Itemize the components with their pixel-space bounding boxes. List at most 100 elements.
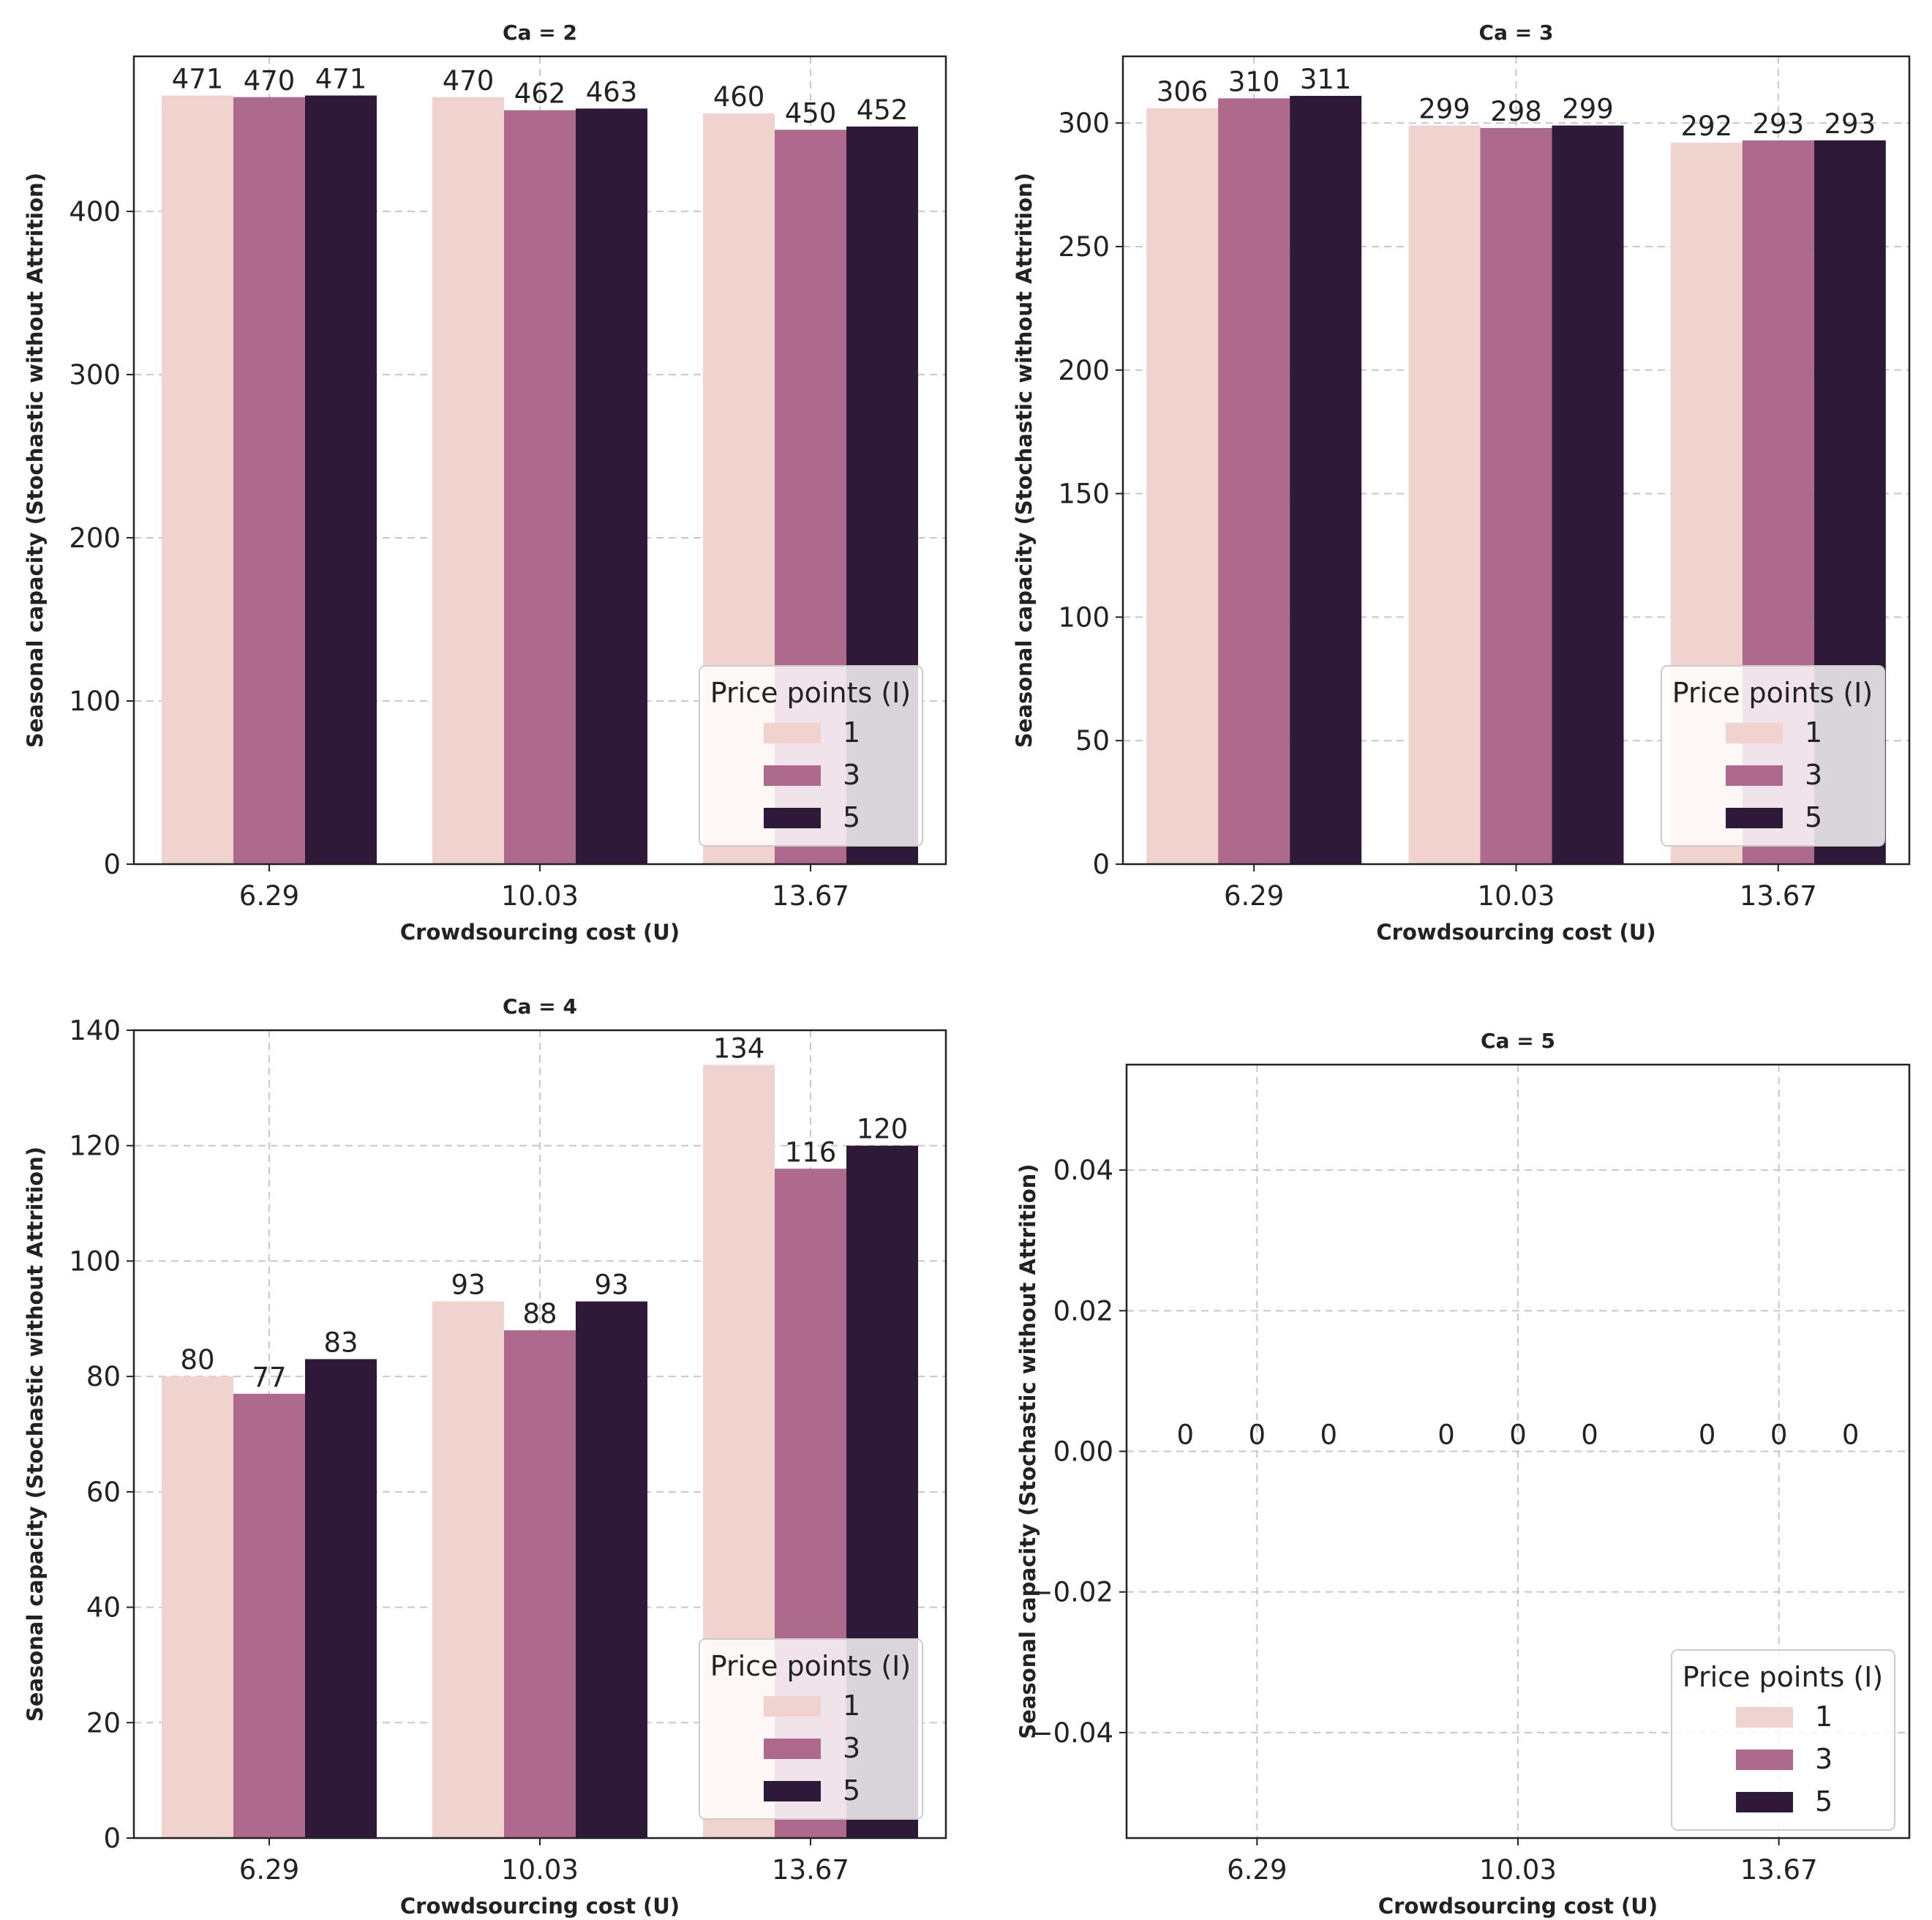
bar-1-10.03 (432, 1301, 504, 1838)
x-tick-label: 10.03 (501, 1854, 579, 1886)
x-axis-label: Crowdsourcing cost (U) (400, 920, 680, 945)
y-axis-label: Seasonal capacity (Stochastic without At… (1012, 173, 1037, 748)
y-tick-label: 20 (86, 1707, 121, 1739)
chart-title: Ca = 2 (503, 20, 577, 45)
y-tick-label: −0.04 (1031, 1717, 1113, 1749)
y-tick-label: 200 (1058, 355, 1110, 386)
y-tick-label: 0 (1092, 849, 1110, 880)
y-tick-label: 50 (1075, 725, 1110, 757)
bar-5-10.03 (576, 108, 647, 865)
y-tick-label: 250 (1058, 231, 1110, 263)
x-tick-label: 10.03 (501, 880, 579, 912)
chart-title: Ca = 3 (1479, 20, 1554, 45)
y-tick-label: 300 (1058, 108, 1110, 139)
legend-swatch-3 (764, 765, 821, 786)
legend-label-5: 5 (843, 801, 860, 833)
y-tick-label: 100 (1058, 601, 1110, 633)
y-tick-label: 40 (86, 1592, 121, 1624)
data-label: 80 (180, 1344, 214, 1376)
bar-1-6.29 (162, 95, 233, 865)
bar-5-6.29 (305, 95, 377, 865)
data-label: 120 (857, 1114, 909, 1145)
y-tick-label: 200 (69, 522, 121, 554)
chart-panel-1: 471 470 460 470 462 450 471 463 452 0 100 200 300 400… (23, 20, 947, 945)
data-label: 471 (315, 64, 367, 95)
y-tick-label: 0 (103, 849, 121, 880)
data-label: 0 (1842, 1420, 1860, 1451)
legend-swatch-1 (764, 723, 821, 743)
x-axis-label: Crowdsourcing cost (U) (1378, 1894, 1658, 1919)
bar-5-6.29 (305, 1359, 377, 1838)
y-tick-label: 400 (69, 196, 121, 228)
y-axis-label: Seasonal capacity (Stochastic without At… (23, 1147, 48, 1722)
bar-3-10.03 (504, 110, 576, 865)
legend-label-1: 1 (1815, 1700, 1833, 1733)
chart-panel-2: 306 299 292 310 298 293 311 299 293 0 50 100 150 200 2… (1012, 20, 1911, 945)
data-label: 134 (713, 1032, 765, 1064)
legend-swatch-1 (1736, 1707, 1793, 1728)
data-label: 0 (1699, 1420, 1716, 1451)
data-label: 0 (1320, 1420, 1338, 1451)
legend-title: Price points (I) (1672, 677, 1873, 709)
y-tick-label: 0 (103, 1823, 121, 1854)
x-axis-label: Crowdsourcing cost (U) (400, 1894, 680, 1919)
y-axis-label: Seasonal capacity (Stochastic without At… (23, 173, 48, 748)
legend-swatch-3 (1726, 765, 1783, 786)
data-label: 462 (514, 78, 566, 110)
legend-label-1: 1 (1805, 716, 1822, 749)
x-tick-label: 6.29 (1224, 880, 1284, 912)
x-tick-label: 10.03 (1479, 1854, 1557, 1886)
y-tick-label: 100 (69, 1245, 121, 1277)
legend: Price points (I) 1 3 5 (1661, 665, 1885, 847)
y-tick-label: −0.02 (1031, 1577, 1113, 1608)
data-label: 83 (323, 1327, 358, 1358)
x-tick-label: 6.29 (239, 1854, 299, 1886)
y-axis-label: Seasonal capacity (Stochastic without At… (1015, 1163, 1040, 1739)
data-label: 471 (172, 64, 224, 95)
legend-label-5: 5 (843, 1774, 860, 1807)
legend-label-1: 1 (843, 716, 860, 749)
legend-swatch-5 (764, 1781, 821, 1801)
legend-box (1671, 1649, 1895, 1831)
data-label: 306 (1157, 76, 1209, 108)
bar-1-10.03 (1408, 125, 1481, 864)
bar-5-10.03 (1552, 125, 1624, 864)
y-tick-label: 0.04 (1053, 1155, 1113, 1186)
legend-label-3: 3 (1815, 1743, 1833, 1775)
legend-label-3: 3 (843, 759, 860, 791)
data-label: 77 (252, 1362, 286, 1393)
legend-swatch-5 (764, 808, 821, 828)
bar-3-6.29 (233, 1393, 305, 1838)
y-tick-label: 80 (86, 1361, 121, 1392)
legend-label-5: 5 (1815, 1785, 1833, 1818)
legend-title: Price points (I) (710, 1650, 911, 1682)
data-label: 460 (713, 81, 765, 113)
y-tick-label: 0.00 (1053, 1436, 1113, 1468)
data-label: 293 (1824, 108, 1876, 140)
data-label: 293 (1753, 108, 1805, 140)
legend-title: Price points (I) (710, 677, 911, 709)
legend-box (699, 665, 923, 847)
x-tick-label: 6.29 (1227, 1854, 1287, 1886)
x-axis-label: Crowdsourcing cost (U) (1376, 920, 1655, 945)
legend-title: Price points (I) (1683, 1661, 1883, 1693)
legend-swatch-3 (764, 1739, 821, 1759)
bar-3-10.03 (1480, 127, 1552, 864)
x-tick-label: 13.67 (1740, 1854, 1818, 1886)
y-tick-label: 100 (69, 686, 121, 717)
data-label: 470 (443, 65, 495, 97)
legend-swatch-5 (1736, 1792, 1793, 1812)
legend-swatch-1 (764, 1696, 821, 1717)
data-label: 463 (586, 76, 638, 108)
bar-5-6.29 (1290, 96, 1362, 865)
data-label: 0 (1770, 1420, 1788, 1451)
chart-title: Ca = 5 (1481, 1029, 1555, 1053)
y-tick-label: 60 (86, 1477, 121, 1508)
legend-swatch-3 (1736, 1750, 1793, 1770)
bar-1-10.03 (432, 97, 504, 864)
x-tick-label: 13.67 (1740, 880, 1817, 912)
chart-panel-3: 80 93 134 77 88 116 83 93 120 0 20 40 60 80 100 120 140 6… (23, 994, 947, 1919)
x-tick-label: 13.67 (772, 880, 849, 912)
data-label: 116 (785, 1136, 837, 1168)
bar-1-6.29 (1146, 108, 1219, 865)
